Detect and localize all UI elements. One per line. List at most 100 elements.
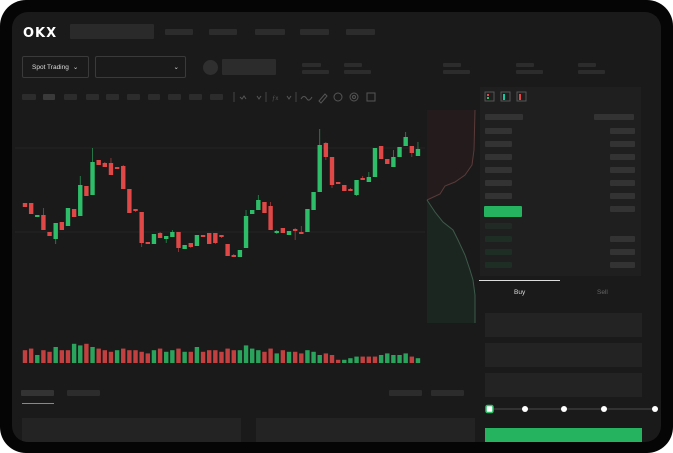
slider-step-50[interactable]	[561, 406, 567, 412]
candle[interactable]	[22, 203, 28, 207]
candle[interactable]	[194, 235, 200, 246]
candle[interactable]	[348, 189, 353, 191]
amount-input[interactable]	[485, 343, 642, 367]
timeframe-button[interactable]	[210, 94, 223, 100]
candle[interactable]	[415, 149, 421, 156]
candle[interactable]	[274, 231, 279, 233]
timeframe-button[interactable]	[43, 94, 55, 100]
candle[interactable]	[200, 235, 206, 237]
timeframe-button[interactable]	[64, 94, 77, 100]
candle[interactable]	[397, 147, 402, 157]
candlestick-chart[interactable]	[12, 12, 440, 380]
candle[interactable]	[268, 206, 273, 230]
candle[interactable]	[256, 200, 261, 210]
fx-icon[interactable]: ƒx	[272, 96, 278, 102]
bottom-action[interactable]	[431, 390, 464, 396]
candle[interactable]	[108, 163, 114, 175]
settings-icon[interactable]	[349, 92, 359, 102]
buy-tab[interactable]: Buy	[514, 289, 526, 296]
candle[interactable]	[342, 185, 347, 191]
candle[interactable]	[182, 245, 187, 249]
candle[interactable]	[219, 235, 224, 237]
candle[interactable]	[71, 209, 77, 217]
candle[interactable]	[243, 216, 249, 248]
candle[interactable]	[231, 255, 236, 257]
timeframe-button[interactable]	[22, 94, 36, 100]
tab-open-orders[interactable]	[21, 390, 54, 396]
candle[interactable]	[225, 244, 230, 256]
slider-step-25[interactable]	[522, 406, 528, 412]
candle[interactable]	[249, 210, 255, 214]
pencil-icon[interactable]	[318, 93, 328, 104]
search-bar[interactable]	[70, 24, 154, 39]
nav-item[interactable]	[300, 29, 329, 35]
fullscreen-icon[interactable]	[366, 92, 376, 102]
candle[interactable]	[41, 215, 46, 230]
candle[interactable]	[84, 186, 89, 196]
total-input[interactable]	[485, 373, 642, 397]
candle[interactable]	[170, 232, 175, 237]
tab-order-history[interactable]	[67, 390, 100, 396]
candle[interactable]	[385, 159, 390, 164]
candle[interactable]	[329, 157, 335, 185]
nav-item[interactable]	[346, 29, 375, 35]
timeframe-button[interactable]	[127, 94, 140, 100]
candle[interactable]	[164, 236, 169, 239]
candle[interactable]	[127, 189, 132, 213]
candle[interactable]	[145, 242, 150, 244]
price-input[interactable]	[485, 313, 642, 337]
candle[interactable]	[280, 228, 286, 233]
candle[interactable]	[102, 163, 108, 167]
camera-icon[interactable]	[333, 92, 343, 102]
candle[interactable]	[133, 209, 138, 211]
chevron-down-icon[interactable]	[256, 95, 262, 100]
okx-logo[interactable]: OKX	[23, 26, 58, 41]
buy-button[interactable]	[485, 428, 642, 442]
line-tool-icon[interactable]	[300, 96, 313, 101]
candle[interactable]	[286, 231, 292, 235]
candle[interactable]	[311, 192, 316, 210]
candle[interactable]	[90, 162, 95, 195]
candle[interactable]	[403, 137, 408, 146]
spot-trading-dropdown[interactable]: Spot Trading ⌄	[22, 56, 89, 78]
amount-slider[interactable]	[482, 402, 661, 416]
candle[interactable]	[305, 209, 310, 232]
candle[interactable]	[354, 180, 359, 195]
timeframe-button[interactable]	[86, 94, 99, 100]
nav-item[interactable]	[209, 29, 237, 35]
candle[interactable]	[35, 215, 40, 217]
nav-item[interactable]	[255, 29, 285, 35]
slider-handle[interactable]	[485, 404, 494, 414]
view-asks-icon[interactable]	[516, 91, 527, 102]
candle[interactable]	[96, 160, 101, 165]
candle[interactable]	[176, 232, 181, 248]
candle[interactable]	[157, 233, 163, 238]
indicator-icon[interactable]	[239, 95, 247, 100]
candle[interactable]	[299, 232, 304, 234]
view-both-icon[interactable]	[484, 91, 495, 102]
timeframe-button[interactable]	[106, 94, 119, 100]
candle[interactable]	[53, 223, 58, 239]
view-bids-icon[interactable]	[500, 91, 511, 102]
sell-tab[interactable]: Sell	[597, 289, 608, 296]
candle[interactable]	[292, 229, 298, 231]
candle[interactable]	[317, 145, 322, 192]
candle[interactable]	[114, 167, 120, 169]
nav-item[interactable]	[165, 29, 193, 35]
candle[interactable]	[409, 146, 415, 153]
candle[interactable]	[65, 208, 71, 226]
candle[interactable]	[139, 212, 144, 243]
candle[interactable]	[207, 233, 212, 244]
candle[interactable]	[78, 185, 83, 216]
bottom-action[interactable]	[389, 390, 422, 396]
candle[interactable]	[47, 232, 52, 236]
chevron-down-icon[interactable]	[286, 95, 292, 100]
slider-step-75[interactable]	[601, 406, 607, 412]
candle[interactable]	[28, 203, 34, 214]
pair-dropdown[interactable]: ⌄	[95, 56, 186, 78]
candle[interactable]	[391, 157, 396, 167]
candle[interactable]	[59, 222, 65, 230]
timeframe-button[interactable]	[148, 94, 160, 100]
candle[interactable]	[378, 146, 384, 159]
candle[interactable]	[360, 178, 365, 180]
